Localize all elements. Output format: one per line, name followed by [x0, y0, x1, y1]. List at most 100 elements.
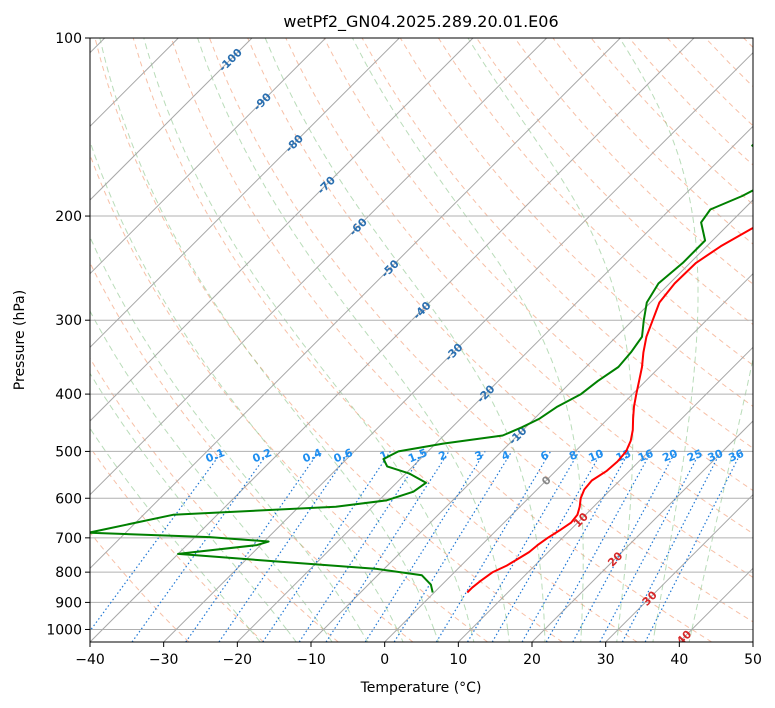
moist-adiabat	[616, 629, 619, 642]
moist-adiabat	[507, 629, 510, 642]
y-tick-label: 500	[55, 444, 82, 460]
mixing-ratio-line	[491, 451, 603, 642]
mixing-ratio-line	[393, 451, 513, 642]
isotherm	[90, 38, 621, 570]
sounding-profiles	[90, 143, 753, 594]
mixing-ratio-label: 10	[586, 447, 605, 465]
mixing-ratio-line	[131, 451, 270, 642]
dewpoint-profile	[90, 143, 753, 593]
dry-adiabat	[667, 38, 753, 127]
isotherm	[90, 38, 327, 275]
x-tick-label: 50	[744, 652, 762, 668]
x-tick-label: −30	[149, 652, 179, 668]
dry-adiabat	[90, 261, 414, 642]
isotherm-label: -90	[251, 90, 274, 113]
moist-adiabat	[544, 629, 546, 642]
x-tick-label: −20	[223, 652, 253, 668]
mixing-ratio-label: 6	[539, 448, 551, 463]
moist-adiabat	[90, 235, 361, 630]
x-axis-label: Temperature (°C)	[360, 680, 482, 696]
mixing-ratio-label: 8	[567, 448, 579, 463]
mixing-ratio-label: 0.4	[301, 446, 324, 465]
x-tick-label: 0	[380, 652, 389, 668]
mixing-ratio-line	[572, 451, 677, 642]
mixing-ratio-line	[521, 451, 630, 642]
moist-adiabat	[580, 629, 582, 642]
isotherm-label: -20	[474, 382, 497, 405]
dry-adiabat	[90, 357, 339, 642]
isotherm	[90, 38, 548, 496]
background-lines	[90, 38, 753, 642]
x-tick-label: 20	[523, 652, 541, 668]
moist-adiabat	[249, 629, 261, 642]
moist-adiabat	[90, 372, 288, 630]
plot-frame	[89, 37, 754, 643]
isotherm-label: -100	[216, 46, 245, 75]
isotherm	[752, 641, 753, 642]
dry-adiabat	[437, 38, 753, 366]
mixing-ratio-label: 30	[706, 447, 725, 465]
moist-adiabat	[619, 38, 699, 630]
mixing-ratio-line	[218, 451, 351, 642]
x-tick-label: 30	[597, 652, 615, 668]
dry-adiabat	[247, 38, 753, 578]
mixing-ratio-line	[90, 451, 223, 632]
mixing-ratio-line	[435, 451, 552, 642]
dry-adiabat	[170, 38, 712, 642]
isotherm	[310, 199, 753, 642]
x-tick-label: −10	[296, 652, 326, 668]
moist-adiabat	[396, 629, 404, 642]
dry-adiabat	[90, 153, 488, 642]
moist-adiabat	[286, 629, 297, 642]
mixing-ratio-line	[599, 451, 701, 642]
y-tick-label: 800	[55, 565, 82, 581]
moist-adiabat	[323, 629, 333, 642]
y-tick-label: 900	[55, 595, 82, 611]
dry-adiabat	[90, 446, 264, 642]
isotherm	[90, 38, 400, 349]
mixing-ratio-line	[262, 451, 391, 642]
moist-adiabat	[143, 38, 472, 630]
moist-adiabat	[90, 310, 324, 630]
mixing-ratio-line	[185, 451, 320, 642]
moist-adiabat	[352, 38, 584, 630]
dry-adiabat	[590, 38, 753, 206]
mixing-ratio-label: 36	[727, 447, 746, 465]
dry-adiabat	[209, 38, 753, 623]
y-tick-label: 100	[55, 31, 82, 47]
isotherm	[236, 125, 753, 642]
axis-ticks: −40 −30 −20 −10 0 10 20 30 40 5010020030040050060…	[46, 31, 762, 668]
moist-adiabat	[470, 629, 475, 642]
y-tick-label: 600	[55, 491, 82, 507]
mixing-ratio-label: 2	[437, 448, 449, 463]
isotherm	[163, 51, 753, 642]
dry-adiabat	[514, 38, 753, 285]
moist-adiabat	[433, 629, 439, 642]
temperature-profile	[466, 226, 753, 594]
mixing-ratio-label: 20	[660, 447, 679, 465]
y-tick-label: 200	[55, 209, 82, 225]
moist-adiabat	[359, 629, 369, 642]
isotherm	[90, 38, 253, 201]
moist-adiabat	[90, 427, 251, 630]
mixing-ratio-label: 1	[378, 448, 390, 463]
mixing-ratio-line	[325, 451, 450, 642]
dry-adiabat	[132, 38, 638, 642]
mixing-ratio-label: 0.6	[332, 446, 355, 465]
moist-adiabat	[688, 629, 693, 642]
isotherm	[90, 38, 474, 422]
mixing-ratio-line	[364, 451, 486, 642]
mixing-ratio-line	[545, 451, 652, 642]
mixing-ratio-label: 25	[685, 447, 704, 465]
x-tick-label: 10	[449, 652, 467, 668]
mixing-ratio-label: 4	[500, 448, 512, 463]
chart-title: wetPf2_GN04.2025.289.20.01.E06	[283, 12, 558, 32]
x-tick-label: −40	[75, 652, 105, 668]
moist-adiabat	[90, 139, 398, 630]
isotherm	[678, 567, 753, 642]
moist-adiabat	[99, 38, 435, 630]
isotherm	[90, 38, 695, 642]
dry-adiabat	[94, 38, 563, 642]
moist-adiabat	[652, 629, 656, 642]
moist-adiabat	[691, 356, 753, 630]
